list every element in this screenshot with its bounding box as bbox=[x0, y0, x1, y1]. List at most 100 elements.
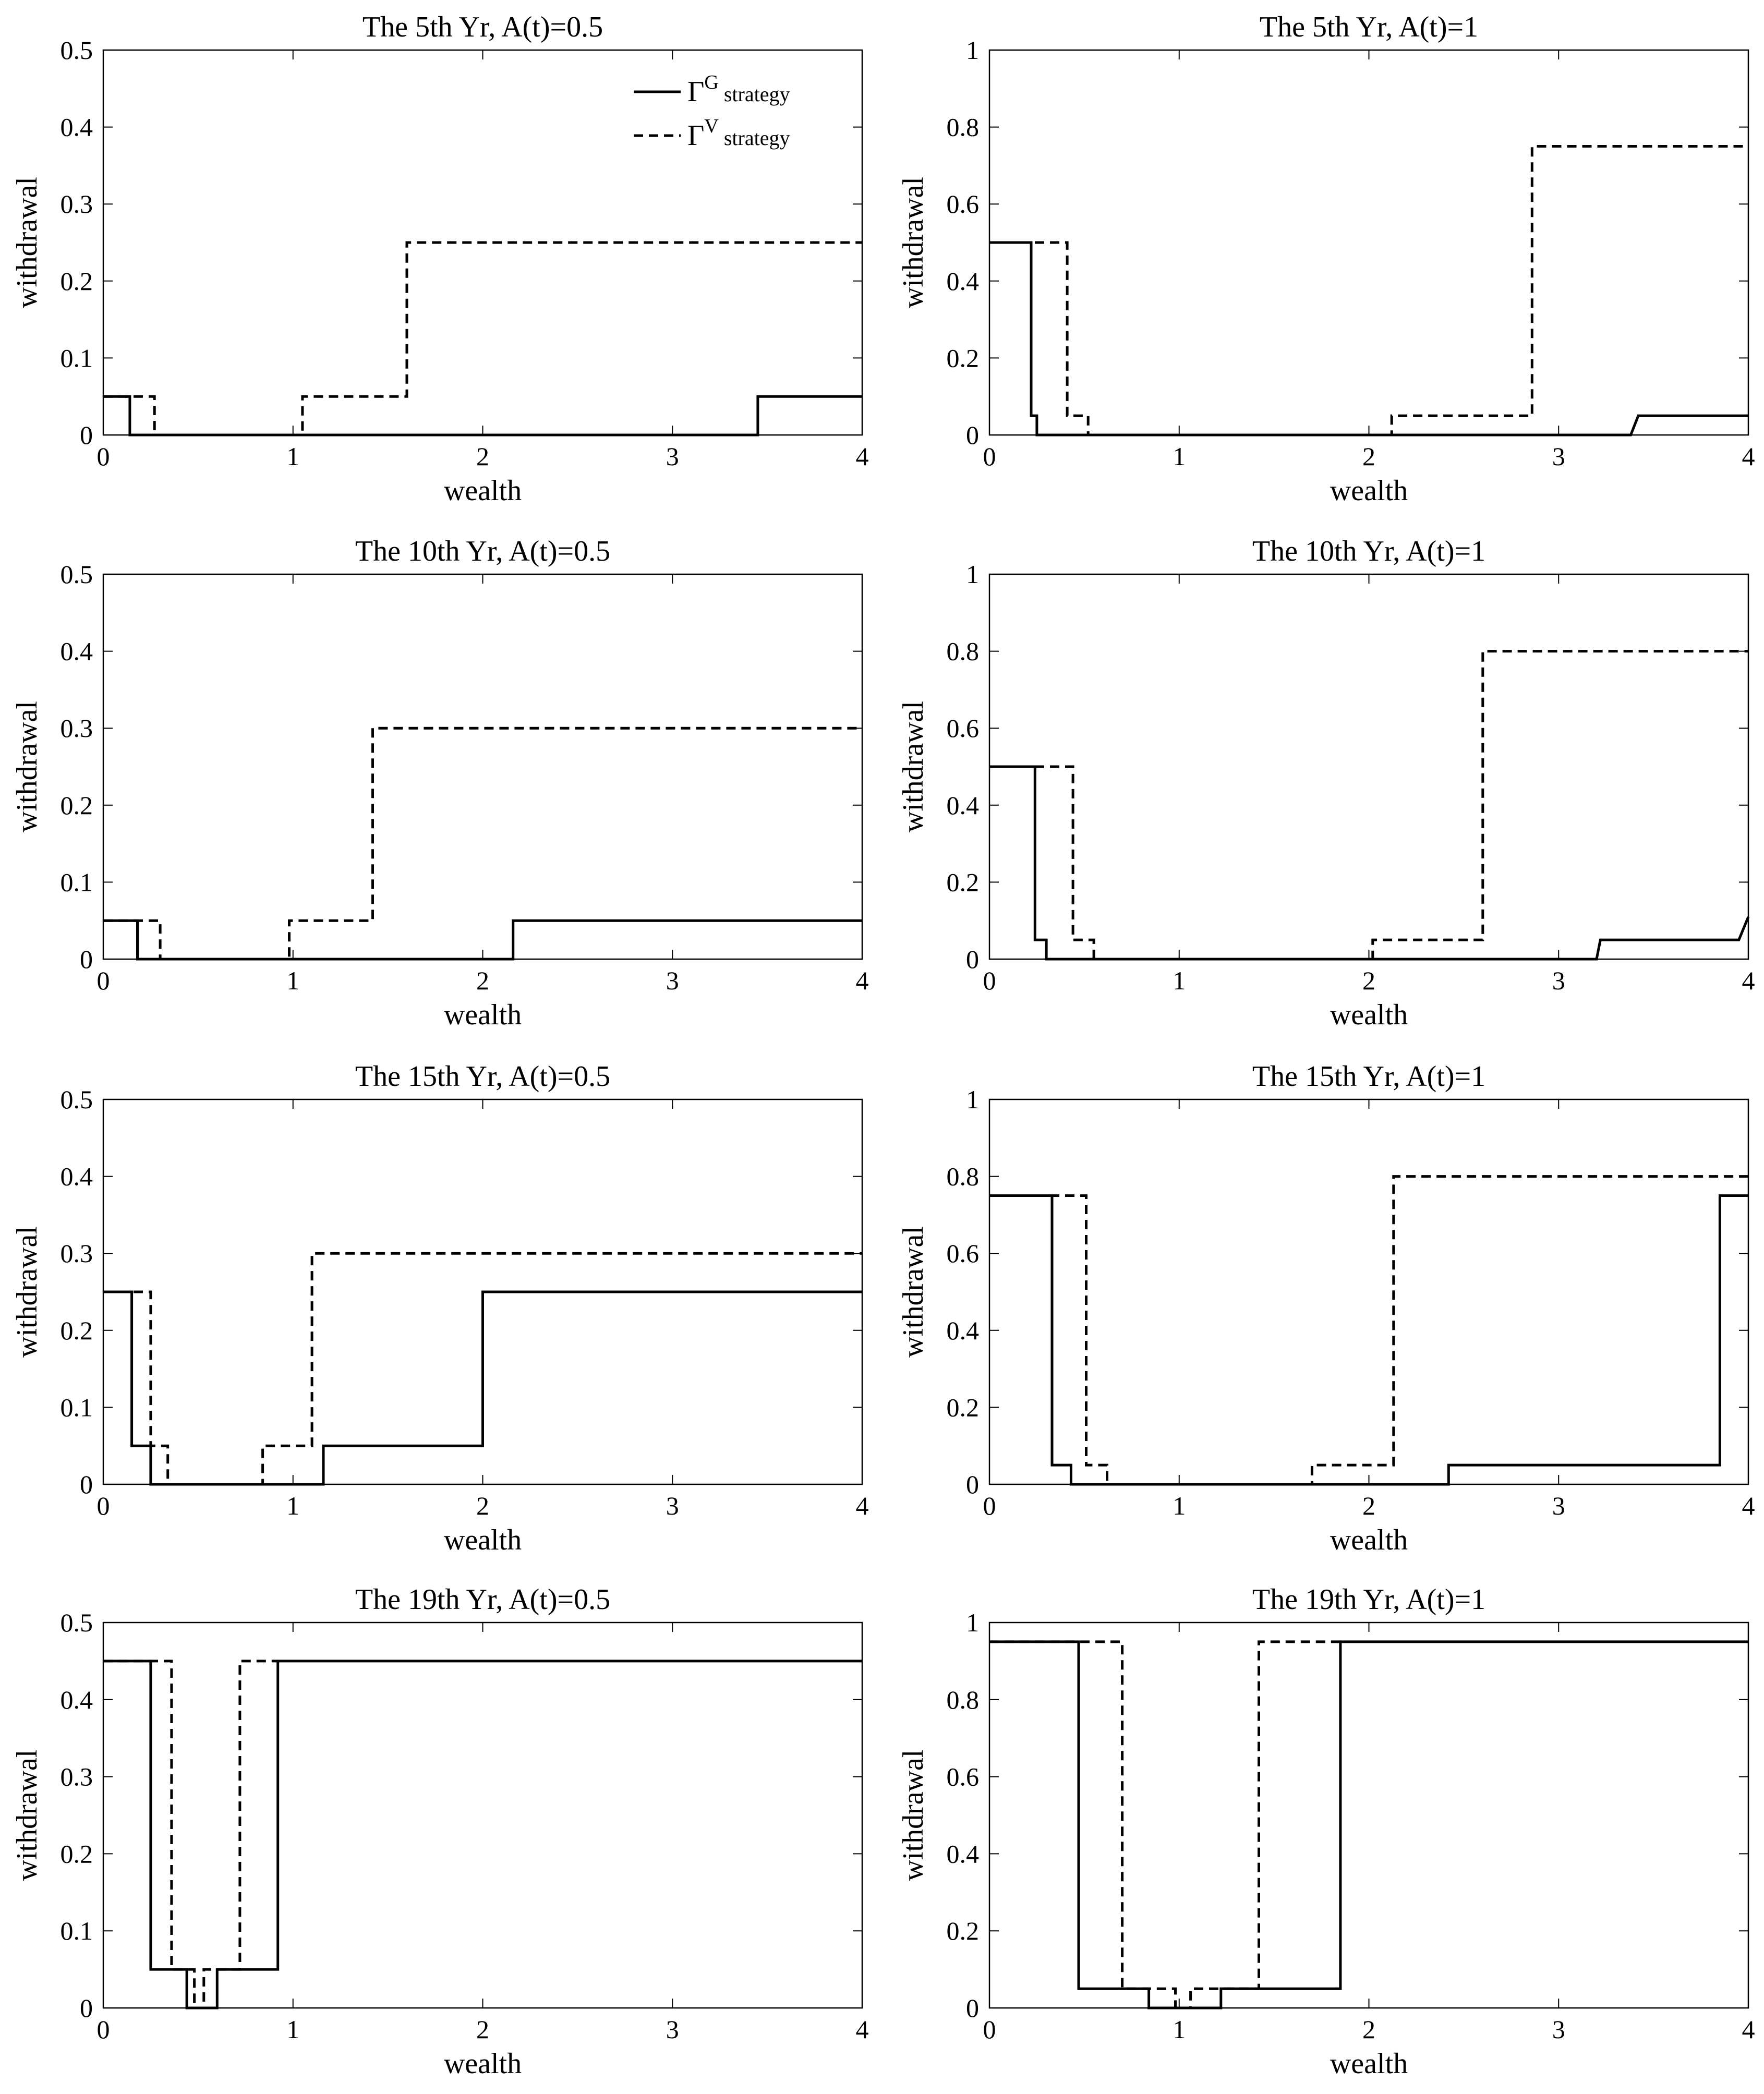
y-tick-label: 0.1 bbox=[61, 1393, 93, 1422]
y-tick-label: 0.3 bbox=[61, 1239, 93, 1268]
legend-superscript: G bbox=[704, 71, 718, 93]
x-axis-label: wealth bbox=[444, 1524, 522, 1556]
x-tick-label: 1 bbox=[1173, 2015, 1186, 2044]
x-tick-label: 1 bbox=[286, 2015, 299, 2044]
series-line-gamma-g bbox=[989, 765, 1750, 961]
chart-title: The 19th Yr, A(t)=1 bbox=[1252, 1583, 1485, 1616]
series-line-gamma-v bbox=[989, 1175, 1748, 1486]
x-tick-label: 4 bbox=[856, 2015, 869, 2044]
x-tick-label: 0 bbox=[983, 442, 996, 471]
chart-title: The 5th Yr, A(t)=0.5 bbox=[363, 11, 603, 43]
x-tick-label: 2 bbox=[1362, 2015, 1375, 2044]
y-tick-label: 0 bbox=[966, 945, 979, 974]
x-tick-label: 2 bbox=[1362, 1491, 1375, 1520]
series-line-gamma-g bbox=[989, 241, 1748, 437]
x-axis-label: wealth bbox=[444, 475, 522, 507]
series-line-gamma-v bbox=[103, 1660, 278, 2010]
x-tick-label: 0 bbox=[983, 2015, 996, 2044]
x-tick-label: 0 bbox=[97, 2015, 110, 2044]
x-tick-label: 2 bbox=[476, 442, 489, 471]
y-tick-label: 0.2 bbox=[61, 267, 93, 296]
legend-text: strategy bbox=[724, 126, 790, 150]
y-tick-label: 0.6 bbox=[947, 189, 980, 219]
y-tick-label: 0.6 bbox=[947, 1762, 980, 1792]
series-line-gamma-v bbox=[103, 241, 862, 437]
plot-frame bbox=[988, 573, 1749, 960]
y-axis-label: withdrawal bbox=[11, 701, 43, 832]
x-tick-label: 3 bbox=[1552, 2015, 1565, 2044]
y-tick-label: 0 bbox=[966, 1993, 979, 2023]
x-tick-label: 4 bbox=[1742, 442, 1755, 471]
y-tick-label: 0.5 bbox=[61, 1085, 93, 1114]
y-tick-label: 0.3 bbox=[61, 189, 93, 219]
x-tick-label: 0 bbox=[97, 1491, 110, 1520]
x-tick-label: 3 bbox=[666, 966, 679, 995]
x-tick-label: 0 bbox=[97, 442, 110, 471]
y-axis-label: withdrawal bbox=[11, 1750, 43, 1881]
x-tick-label: 4 bbox=[856, 966, 869, 995]
y-tick-label: 0 bbox=[80, 945, 93, 974]
x-tick-label: 0 bbox=[983, 1491, 996, 1520]
x-tick-label: 1 bbox=[1173, 1491, 1186, 1520]
x-tick-label: 3 bbox=[666, 1491, 679, 1520]
plot-frame bbox=[102, 573, 863, 960]
chart-title: The 15th Yr, A(t)=0.5 bbox=[355, 1060, 610, 1093]
x-axis-label: wealth bbox=[444, 999, 522, 1031]
legend-entry-g: ΓG strategy bbox=[687, 71, 790, 108]
chart-panel-4: 0 1 2 3 4 0 0.2 0.4 0.6 0.8 1 The 10th Yr, A(t)=1 we… bbox=[897, 535, 1755, 1031]
y-tick-label: 0.4 bbox=[61, 1685, 93, 1714]
y-tick-label: 0.6 bbox=[947, 713, 980, 743]
y-axis-label: withdrawal bbox=[897, 177, 929, 308]
y-tick-label: 0.4 bbox=[61, 637, 93, 666]
x-tick-label: 3 bbox=[1552, 1491, 1565, 1520]
chart-title: The 10th Yr, A(t)=1 bbox=[1252, 535, 1485, 567]
chart-panel-1: 0 1 2 3 4 0 0.1 0.2 0.3 0.4 0.5 The 5th Yr, A(t)=0.… bbox=[11, 11, 869, 507]
x-tick-label: 1 bbox=[1173, 442, 1186, 471]
x-tick-label: 4 bbox=[1742, 2015, 1755, 2044]
x-tick-label: 1 bbox=[286, 1491, 299, 1520]
y-tick-label: 0.5 bbox=[61, 560, 93, 589]
x-axis-label: wealth bbox=[1330, 2048, 1408, 2080]
y-tick-label: 0.5 bbox=[61, 1608, 93, 1637]
y-tick-label: 0.4 bbox=[61, 1162, 93, 1191]
chart-title: The 10th Yr, A(t)=0.5 bbox=[355, 535, 610, 567]
y-tick-label: 0.3 bbox=[61, 1762, 93, 1792]
x-tick-label: 4 bbox=[856, 442, 869, 471]
plot-frame bbox=[102, 1621, 863, 2009]
y-tick-label: 0.2 bbox=[61, 1316, 93, 1345]
x-axis-label: wealth bbox=[1330, 475, 1408, 507]
y-tick-label: 0.4 bbox=[947, 267, 980, 296]
y-tick-label: 1 bbox=[966, 35, 979, 65]
y-tick-label: 0.1 bbox=[61, 343, 93, 372]
y-tick-label: 0.4 bbox=[947, 1839, 980, 1868]
y-tick-label: 1 bbox=[966, 1608, 979, 1637]
y-tick-label: 0.8 bbox=[947, 1685, 980, 1714]
legend-symbol: Γ bbox=[687, 119, 704, 152]
series-line-gamma-g bbox=[103, 919, 862, 961]
y-tick-label: 0 bbox=[966, 1470, 979, 1499]
plot-frame bbox=[988, 1098, 1749, 1485]
series-line-gamma-g bbox=[989, 1194, 1748, 1486]
y-axis-label: withdrawal bbox=[897, 1750, 929, 1881]
chart-panel-3: 0 1 2 3 4 0 0.1 0.2 0.3 0.4 0.5 The 10th Yr, A(t)=0… bbox=[11, 535, 869, 1031]
x-tick-label: 2 bbox=[476, 1491, 489, 1520]
series-line-gamma-v bbox=[989, 650, 1748, 961]
series-line-gamma-v bbox=[989, 1640, 1340, 2010]
y-axis-label: withdrawal bbox=[897, 1226, 929, 1358]
legend-symbol: Γ bbox=[687, 76, 704, 108]
x-axis-label: wealth bbox=[444, 2048, 522, 2080]
y-tick-label: 0.2 bbox=[61, 791, 93, 820]
y-tick-label: 0 bbox=[80, 1993, 93, 2023]
y-axis-label: withdrawal bbox=[897, 701, 929, 832]
y-tick-label: 0 bbox=[80, 1470, 93, 1499]
series-line-gamma-g bbox=[103, 1290, 862, 1486]
y-tick-label: 0 bbox=[80, 420, 93, 450]
x-tick-label: 1 bbox=[1173, 966, 1186, 995]
x-tick-label: 3 bbox=[666, 2015, 679, 2044]
y-tick-label: 0.8 bbox=[947, 637, 980, 666]
y-axis-label: withdrawal bbox=[11, 1226, 43, 1358]
x-tick-label: 0 bbox=[983, 966, 996, 995]
y-tick-label: 1 bbox=[966, 560, 979, 589]
legend-entry-v: ΓV strategy bbox=[687, 115, 790, 152]
